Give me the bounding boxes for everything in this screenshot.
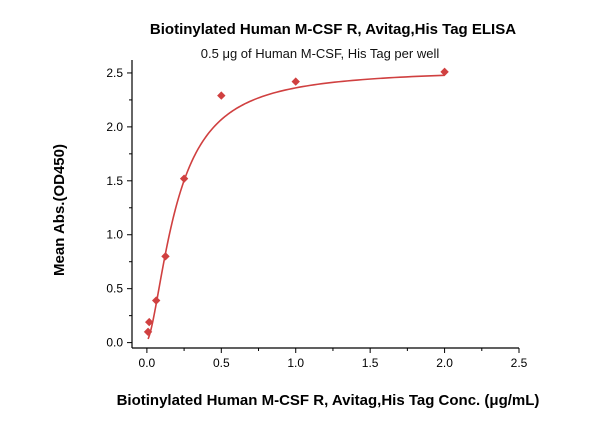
y-tick-label: 1.0	[106, 228, 123, 242]
x-tick-label: 1.5	[362, 356, 379, 370]
x-tick-label: 1.0	[287, 356, 304, 370]
data-points-layer	[143, 67, 449, 337]
data-point	[161, 252, 170, 261]
y-axis-label: Mean Abs.(OD450)	[51, 144, 68, 276]
data-point	[291, 77, 300, 86]
y-tick-label: 2.5	[106, 66, 123, 80]
y-axis-ticks: 0.0 0.5 1.0 1.5 2.0 2.5	[106, 66, 132, 350]
y-tick-label: 2.0	[106, 120, 123, 134]
x-axis-ticks: 0.0 0.5 1.0 1.5 2.0 2.5	[139, 348, 528, 370]
y-tick-label: 0.5	[106, 282, 123, 296]
y-tick-label: 0.0	[106, 336, 123, 350]
data-point	[143, 327, 153, 337]
data-point	[440, 67, 449, 77]
y-tick-label: 1.5	[106, 174, 123, 188]
x-tick-label: 2.5	[511, 356, 528, 370]
data-point	[151, 296, 161, 305]
x-axis-label: Biotinylated Human M-CSF R, Avitag,His T…	[117, 392, 540, 409]
chart-title: Biotinylated Human M-CSF R, Avitag,His T…	[150, 21, 516, 38]
data-point	[145, 317, 154, 327]
x-tick-label: 0.5	[213, 356, 230, 370]
x-tick-label: 0.0	[139, 356, 156, 370]
fit-curve	[147, 74, 445, 340]
data-point	[217, 91, 226, 100]
fit-curve-layer	[147, 74, 445, 340]
data-point	[179, 174, 189, 183]
x-tick-label: 2.0	[436, 356, 453, 370]
chart-subtitle: 0.5 μg of Human M-CSF, His Tag per well	[201, 46, 440, 61]
axes	[131, 60, 519, 349]
